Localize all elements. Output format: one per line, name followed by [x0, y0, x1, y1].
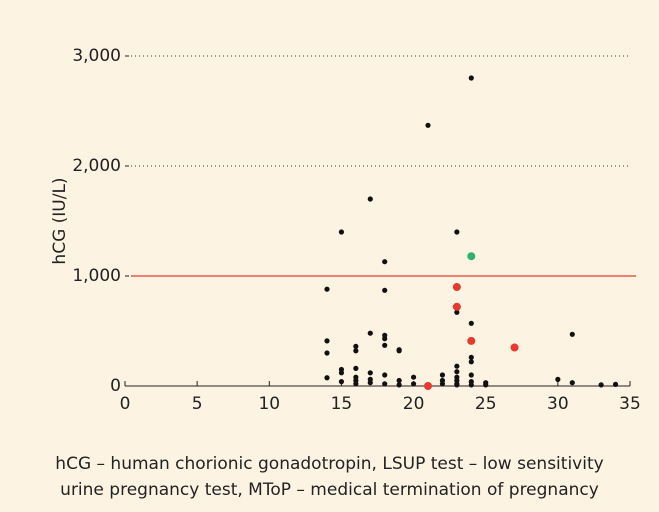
x-tick-label: 25	[475, 394, 497, 414]
point	[382, 259, 388, 265]
point	[410, 381, 417, 387]
point	[396, 377, 402, 384]
point	[382, 336, 388, 342]
point	[382, 381, 388, 387]
point	[324, 338, 330, 344]
point	[367, 370, 373, 376]
y-axis-label: hCG (IU/L)	[50, 177, 70, 264]
point	[468, 359, 474, 365]
point	[452, 283, 461, 291]
point	[338, 370, 345, 376]
point	[467, 252, 476, 261]
y-tick-label: 2,000	[72, 156, 121, 176]
caption: hCG – human chorionic gonadotropin, LSUP…	[55, 454, 604, 474]
point	[353, 381, 359, 387]
point	[468, 382, 474, 388]
y-tick-label: 1,000	[72, 266, 121, 286]
point	[569, 380, 575, 386]
x-tick-label: 15	[331, 394, 353, 414]
point	[425, 122, 431, 128]
point	[353, 343, 359, 349]
y-tick-label: 0	[110, 376, 121, 396]
y-tick-label: 3,000	[72, 46, 121, 66]
x-tick-label: 10	[258, 394, 280, 414]
point	[382, 342, 388, 348]
point	[454, 309, 460, 315]
point	[396, 348, 402, 354]
x-tick-label: 20	[403, 394, 425, 414]
point	[569, 331, 575, 337]
point	[452, 302, 461, 311]
point	[454, 363, 460, 369]
x-tick-label: 5	[192, 394, 203, 414]
point	[367, 380, 373, 386]
point	[468, 354, 474, 360]
point	[555, 376, 561, 382]
point	[338, 229, 345, 235]
point	[324, 350, 330, 356]
point	[382, 287, 388, 293]
x-tick-label: 35	[619, 394, 641, 414]
point	[467, 336, 476, 345]
point	[510, 343, 519, 352]
point	[483, 382, 489, 388]
point	[338, 379, 345, 385]
point	[439, 372, 446, 378]
point	[324, 286, 330, 292]
point	[424, 382, 432, 390]
point	[468, 320, 474, 326]
point	[353, 365, 359, 371]
chart: hCG (IU/L) 0 1,000 2,000 3,000 0 5 10 15 20 25 30 3…	[50, 46, 641, 414]
point	[454, 369, 460, 375]
point	[454, 229, 460, 235]
point	[468, 75, 474, 81]
point	[612, 381, 619, 387]
point	[324, 375, 330, 381]
point	[454, 382, 460, 388]
point	[382, 372, 388, 378]
point	[396, 382, 402, 388]
x-tick-label: 30	[547, 394, 569, 414]
point	[367, 330, 373, 336]
caption: urine pregnancy test, MToP – medical ter…	[60, 480, 599, 500]
point	[468, 372, 474, 378]
point	[410, 374, 417, 380]
x-tick-label: 0	[120, 394, 131, 414]
point	[353, 348, 359, 354]
point	[367, 196, 373, 202]
point	[439, 381, 446, 387]
point	[598, 382, 604, 388]
